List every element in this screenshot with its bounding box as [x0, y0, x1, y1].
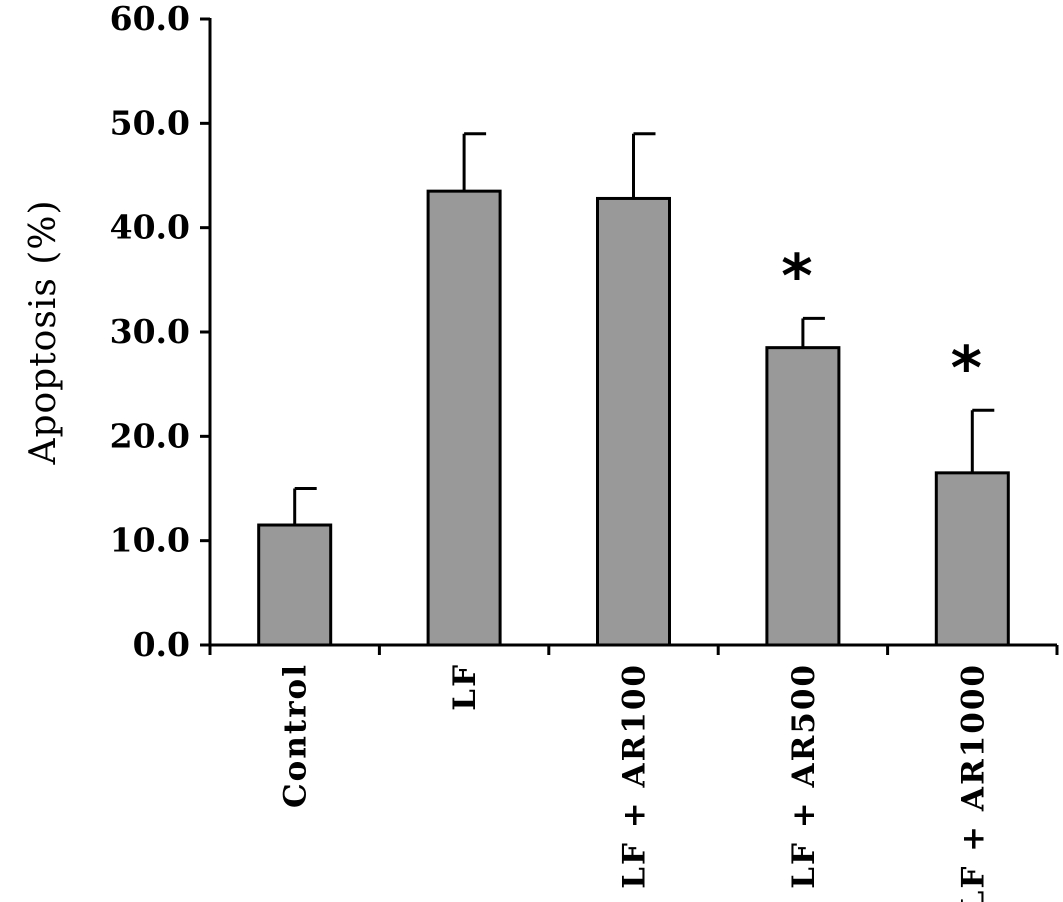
error-bar-3: [801, 316, 825, 348]
error-bars-group: [293, 132, 995, 526]
y-tick-label-1: 10.0: [110, 521, 190, 560]
error-bar-1: [462, 132, 487, 192]
y-tick-label-4: 40.0: [110, 208, 190, 247]
bar-3: [765, 346, 841, 647]
y-axis-title: Apoptosis (%): [23, 199, 64, 465]
significance-group: **: [781, 241, 982, 403]
error-bar-4: [970, 408, 995, 473]
x-labels-group: Control LF LF + AR100 LF + AR500 LF + AR1000: [278, 663, 992, 902]
error-bar-0: [293, 487, 317, 526]
y-tick-label-3: 30.0: [110, 312, 190, 351]
y-tick-label-2: 20.0: [110, 416, 190, 455]
x-tick-label-2: LF + AR100: [617, 663, 653, 889]
error-bar-2: [632, 132, 656, 199]
bars-group: [257, 189, 1010, 647]
y-tick-label-5: 50.0: [110, 103, 190, 142]
bar-2: [596, 196, 671, 647]
x-tick-label-3: LF + AR500: [786, 663, 822, 889]
y-tick-label-0: 0.0: [133, 625, 190, 664]
x-tick-label-4: LF + AR1000: [955, 663, 991, 902]
significance-marker-3: *: [781, 241, 812, 311]
y-tick-label-6: 60.0: [110, 0, 190, 38]
x-tick-label-1: LF: [447, 663, 483, 711]
bar-1: [426, 189, 502, 647]
significance-marker-4: *: [951, 333, 982, 403]
x-tick-label-0: Control: [278, 663, 314, 808]
bar-4: [934, 471, 1010, 647]
bar-0: [257, 523, 333, 647]
y-ticks-group: 0.0 10.0 20.0 30.0 40.0 50.0 60.0: [110, 0, 210, 664]
